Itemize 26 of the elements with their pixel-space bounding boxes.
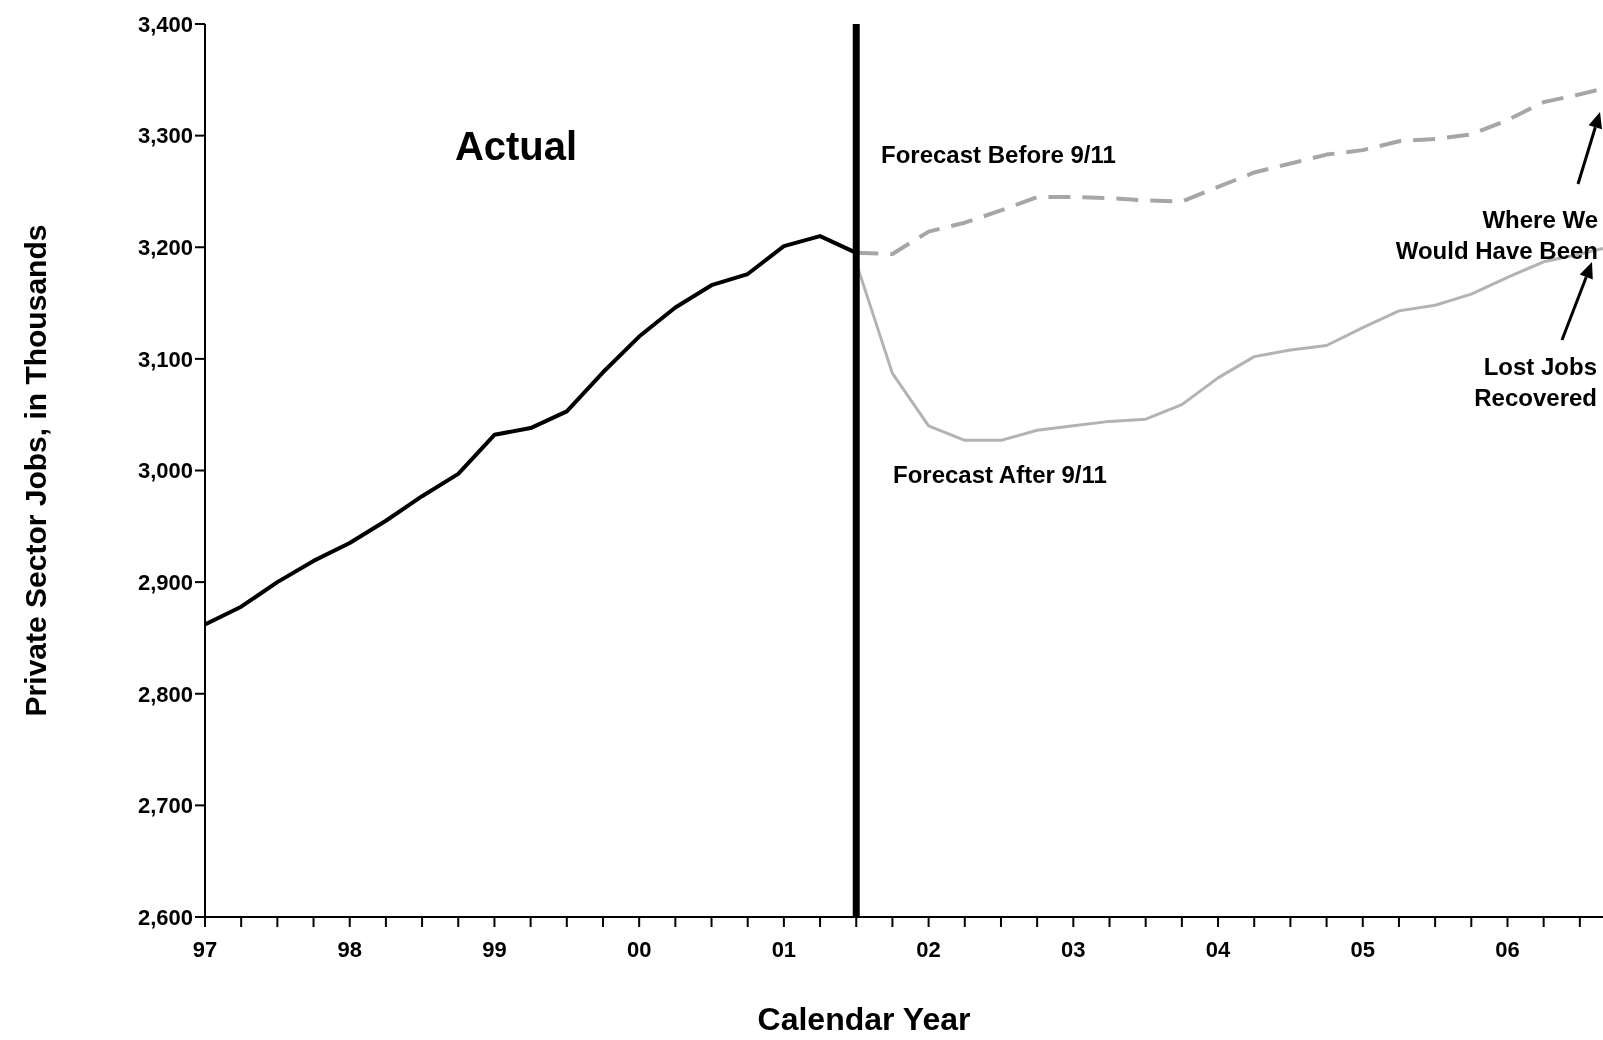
x-tick-label: 98 <box>337 936 362 962</box>
y-tick-label: 3,400 <box>137 11 193 37</box>
annotation: Actual <box>454 124 578 168</box>
y-tick-label: 2,900 <box>137 569 193 595</box>
x-tick-label: 99 <box>482 936 507 962</box>
x-axis-title: Calendar Year <box>757 1001 971 1037</box>
y-tick-label: 2,700 <box>137 793 193 819</box>
y-tick-label: 2,600 <box>137 904 193 930</box>
series-label: Forecast After 9/11 <box>893 461 1107 488</box>
annotation: Where We Would Have Been <box>1395 206 1598 264</box>
y-tick-label: 2,800 <box>137 681 193 707</box>
x-tick-label: 02 <box>916 936 941 962</box>
y-tick-label: 3,000 <box>137 458 193 484</box>
y-tick-label: 3,200 <box>137 235 193 261</box>
x-tick-label: 04 <box>1205 936 1232 962</box>
x-tick-label: 97 <box>192 936 218 962</box>
series-label: Forecast Before 9/11 <box>881 141 1116 168</box>
x-tick-label: 03 <box>1061 936 1086 962</box>
y-tick-label: 3,300 <box>137 123 193 149</box>
x-tick-label: 05 <box>1350 936 1376 962</box>
x-tick-label: 06 <box>1495 936 1520 962</box>
annotation: Lost Jobs Recovered <box>1474 353 1597 411</box>
x-tick-label: 01 <box>771 936 797 962</box>
y-axis-title: Private Sector Jobs, in Thousands <box>19 224 52 717</box>
y-tick-label: 3,100 <box>137 346 193 372</box>
x-tick-label: 00 <box>626 936 652 962</box>
